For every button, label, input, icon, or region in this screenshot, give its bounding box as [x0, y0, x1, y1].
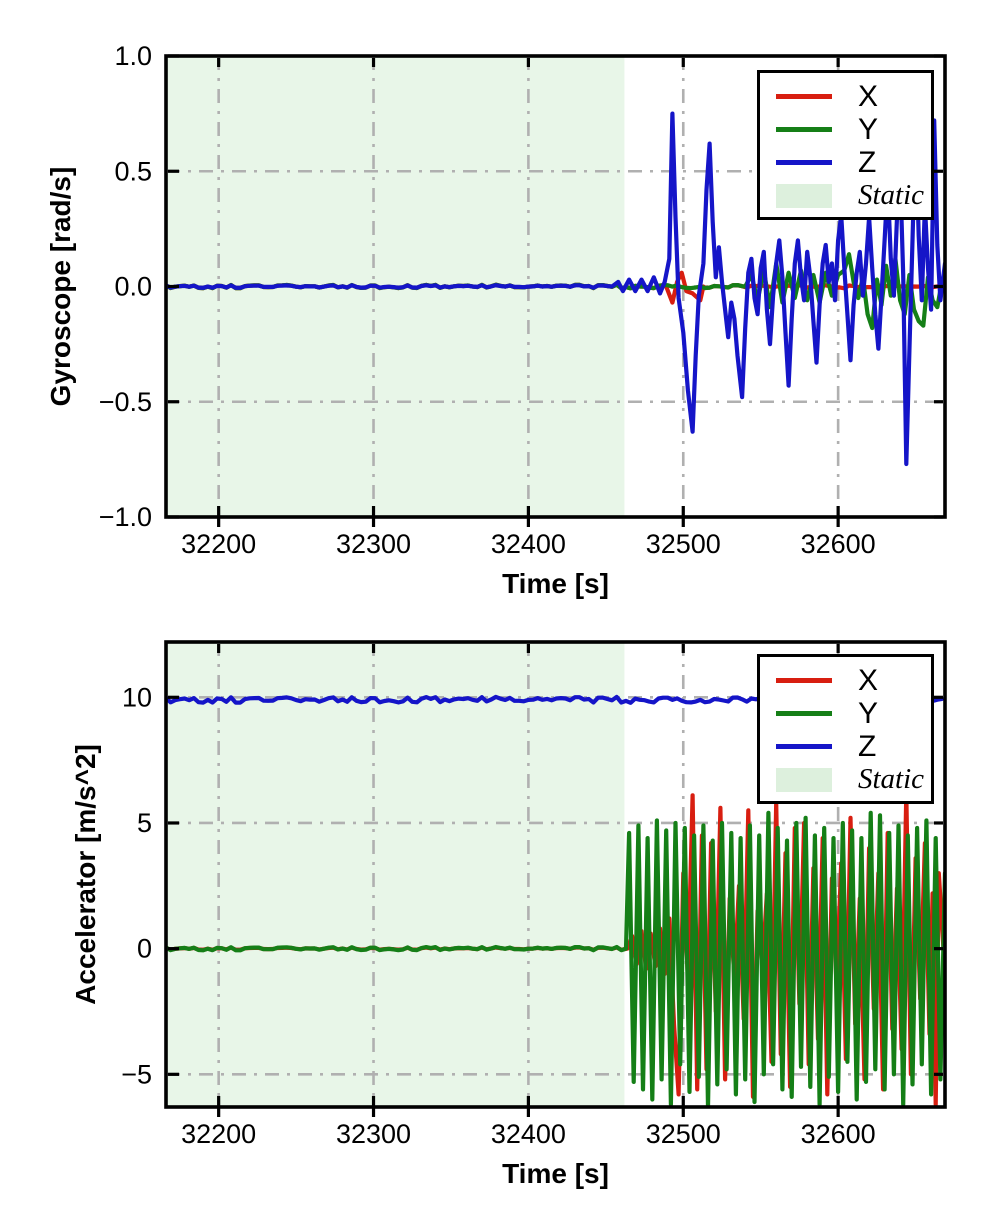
- x-tick-label: 32600: [801, 1119, 876, 1149]
- legend-item-static: Static: [776, 179, 931, 212]
- legend-item-y: Y: [776, 697, 931, 730]
- axes-frame: [164, 640, 947, 1109]
- legend-line-swatch: [776, 678, 832, 683]
- legend-line-swatch: [776, 94, 832, 99]
- y-tick-label: 0.0: [114, 272, 152, 302]
- legend-item-y: Y: [776, 113, 931, 146]
- series-y-line: [166, 810, 945, 1107]
- gyroscope-legend: X Y Z Static: [757, 70, 934, 220]
- y-tick-label: −1.0: [99, 502, 152, 532]
- y-axis-label: Gyroscope [rad/s]: [45, 167, 76, 407]
- x-tick-label: 32600: [801, 529, 876, 559]
- legend-label: Y: [858, 696, 879, 730]
- legend-patch-swatch: [776, 183, 832, 208]
- y-tick-label: −0.5: [99, 387, 152, 417]
- legend-item-z: Z: [776, 730, 931, 763]
- y-tick-label: 5: [137, 808, 152, 838]
- series-z-line: [166, 111, 945, 467]
- accelerometer-chart: 32200 32300 32400 32500 32600 10 5 0 −5 Time [s] A…: [70, 640, 947, 1189]
- series-group: [166, 111, 945, 467]
- legend-label: Y: [858, 112, 879, 146]
- axes-frame: [164, 54, 947, 519]
- legend-label: Static: [858, 763, 925, 795]
- y-tick-label: 1.0: [114, 41, 152, 71]
- legend-line-swatch: [776, 711, 832, 716]
- y-tick-label: −5: [121, 1059, 152, 1089]
- legend-label: X: [858, 79, 879, 113]
- y-tick-label: 10: [122, 682, 152, 712]
- x-axis-label: Time [s]: [502, 1158, 609, 1189]
- tick-marks: [168, 54, 943, 527]
- y-tick-label: 0: [137, 934, 152, 964]
- tick-marks: [168, 644, 943, 1117]
- x-tick-label: 32300: [336, 1119, 411, 1149]
- x-tick-label: 32300: [336, 529, 411, 559]
- x-tick-label: 32500: [646, 529, 721, 559]
- x-tick-label: 32500: [646, 1119, 721, 1149]
- x-tick-label: 32200: [181, 529, 256, 559]
- legend-label: Z: [858, 729, 877, 763]
- legend-item-static: Static: [776, 763, 931, 796]
- legend-label: X: [858, 663, 879, 697]
- legend-item-x: X: [776, 664, 931, 697]
- static-region: [166, 642, 625, 1107]
- x-tick-label: 32400: [491, 1119, 566, 1149]
- legend-line-swatch: [776, 160, 832, 165]
- legend-item-x: X: [776, 80, 931, 113]
- x-axis-label: Time [s]: [502, 568, 609, 599]
- y-tick-label: 0.5: [114, 156, 152, 186]
- legend-line-swatch: [776, 127, 832, 132]
- legend-label: Z: [858, 145, 877, 179]
- y-axis-label: Accelerator [m/s^2]: [70, 744, 101, 1005]
- legend-label: Static: [858, 179, 925, 211]
- accelerometer-legend: X Y Z Static: [757, 654, 934, 804]
- x-tick-label: 32400: [491, 529, 566, 559]
- legend-line-swatch: [776, 744, 832, 749]
- legend-patch-swatch: [776, 767, 832, 792]
- x-tick-label: 32200: [181, 1119, 256, 1149]
- legend-item-z: Z: [776, 146, 931, 179]
